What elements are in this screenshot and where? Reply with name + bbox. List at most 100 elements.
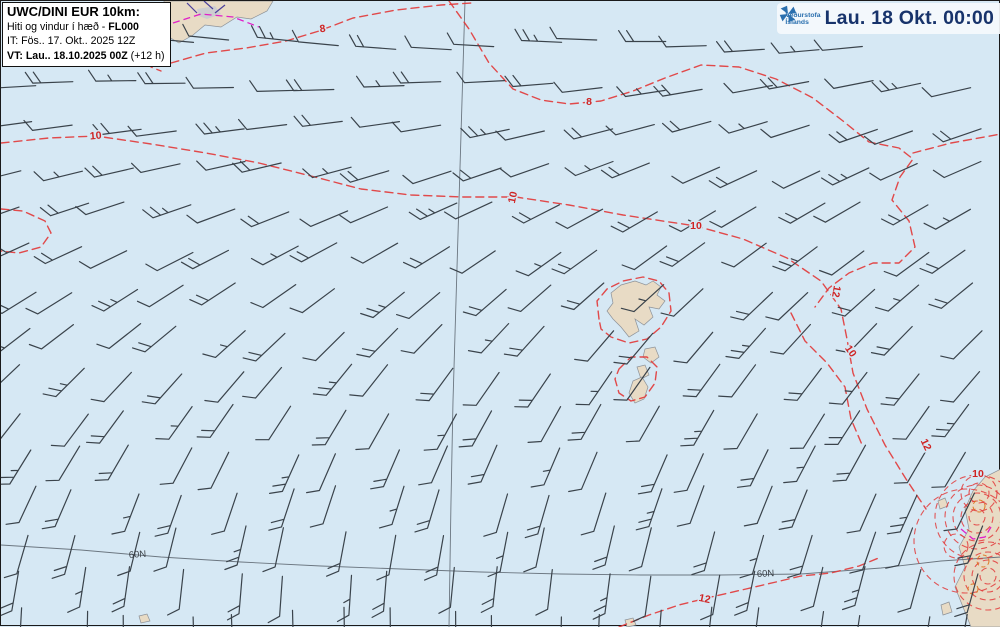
- wind-barb: [683, 364, 720, 396]
- wind-barb: [87, 411, 124, 443]
- wind-barb: [461, 127, 509, 138]
- wind-barb: [286, 80, 333, 91]
- wind-barb: [564, 128, 612, 139]
- wind-barb: [357, 329, 398, 358]
- graticule-line: [449, 1, 465, 627]
- wind-barb: [814, 40, 862, 50]
- wind-barb: [269, 489, 294, 530]
- wind-barb: [932, 405, 969, 437]
- wind-barb: [772, 171, 819, 188]
- wind-barb: [156, 407, 192, 440]
- wind-barb: [182, 250, 229, 268]
- wind-barb: [606, 125, 654, 135]
- wind-barb: [843, 567, 865, 610]
- land-suduroy: [629, 377, 648, 403]
- wind-barb: [550, 27, 597, 40]
- wind-barb: [784, 446, 816, 483]
- wind-barb: [154, 528, 176, 571]
- wind-barb: [726, 328, 765, 358]
- wind-barb: [525, 496, 549, 538]
- wind-barb: [112, 567, 129, 612]
- wind-barb: [681, 410, 714, 445]
- wind-barb: [187, 209, 235, 223]
- model-title: UWC/DINI EUR 10km:: [7, 5, 165, 20]
- wind-barb: [251, 285, 296, 308]
- wind-barb: [205, 372, 244, 402]
- wind-barb: [602, 163, 650, 178]
- wind-barb: [340, 207, 388, 223]
- wind-barb: [941, 372, 980, 402]
- wind-barb: [459, 411, 491, 447]
- valid-time-line: VT: Lau.. 18.10.2025 00Z (+12 h): [7, 49, 165, 64]
- wind-barb: [222, 615, 233, 627]
- wind-barb: [929, 283, 973, 308]
- land-islet: [941, 602, 952, 615]
- wind-barb: [29, 325, 73, 349]
- wind-barb: [26, 293, 72, 314]
- wind-barb: [773, 247, 817, 271]
- isotherm-label: 8: [319, 23, 327, 36]
- wind-barb: [290, 243, 337, 262]
- wind-barb: [112, 494, 139, 534]
- wind-barb: [80, 251, 127, 268]
- wind-barb: [724, 414, 757, 449]
- wind-barb: [569, 452, 597, 491]
- parameter-line: Hiti og vindur í hæð - FL000: [7, 20, 165, 35]
- wind-barb: [270, 455, 299, 494]
- wind-barb: [663, 121, 711, 132]
- isotherm-label: 8: [586, 96, 592, 108]
- wind-barb: [393, 72, 440, 83]
- wind-barb: [425, 536, 444, 581]
- wind-barb: [392, 122, 440, 132]
- wind-barb: [1, 329, 30, 353]
- wind-barb: [228, 574, 243, 620]
- wind-barb: [76, 611, 88, 627]
- wind-barb: [313, 364, 351, 395]
- wind-barb: [766, 293, 808, 320]
- wind-barb: [933, 162, 981, 178]
- wind-barb: [626, 406, 659, 442]
- wind-barb: [516, 253, 561, 276]
- wind-barb: [622, 246, 666, 270]
- wind-barb: [629, 528, 651, 571]
- isotherm-label: 12: [829, 285, 843, 299]
- wind-barb: [91, 372, 131, 401]
- wind-barb: [76, 202, 124, 215]
- wind-barb: [512, 205, 559, 223]
- wind-barb: [334, 607, 345, 627]
- wind-barb: [1, 414, 20, 446]
- latitude-label: 60N: [128, 549, 146, 561]
- wind-barb: [146, 253, 193, 271]
- wind-barb: [761, 125, 809, 137]
- wind-barb: [405, 36, 451, 50]
- wind-barb: [356, 414, 389, 450]
- wind-barb: [1, 571, 19, 615]
- wind-barb: [160, 448, 192, 484]
- wind-barb: [696, 607, 712, 627]
- wind-barb: [587, 615, 600, 627]
- wind-barb: [85, 166, 133, 177]
- wind-barb: [403, 171, 451, 183]
- wind-barb: [847, 494, 876, 533]
- wind-barb: [692, 532, 715, 575]
- wind-barb: [168, 570, 184, 616]
- wind-barb: [806, 612, 824, 627]
- wind-barb: [203, 331, 245, 358]
- wind-barb: [568, 405, 601, 441]
- wind-barb: [463, 289, 506, 315]
- wind-barb: [894, 448, 927, 483]
- wind-barb: [380, 608, 391, 627]
- wind-barb: [128, 126, 176, 136]
- wind-barb: [283, 610, 294, 627]
- wind-barb: [779, 490, 807, 529]
- wind-barb: [872, 81, 920, 92]
- wind-barb: [300, 211, 348, 227]
- wind-barb: [744, 486, 772, 526]
- wind-barb: [898, 570, 921, 613]
- wind-barb: [531, 448, 560, 487]
- vedurstofa-logo-icon: [777, 3, 799, 25]
- wind-barb: [1, 365, 20, 392]
- wind-barb: [371, 450, 400, 489]
- wind-barb: [788, 536, 812, 578]
- wind-barb: [636, 489, 662, 530]
